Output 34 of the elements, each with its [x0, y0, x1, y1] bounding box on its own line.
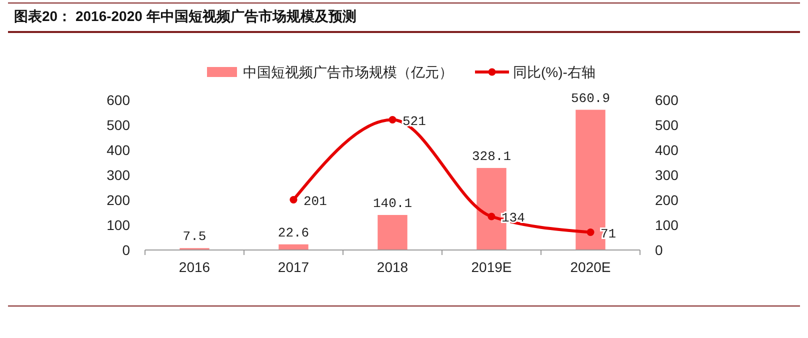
- y-tick-label: 400: [106, 142, 130, 158]
- data-label: 22.6: [278, 225, 310, 240]
- point: [488, 212, 496, 220]
- y2-tick-label: 300: [655, 167, 679, 183]
- point: [388, 116, 396, 124]
- y-tick-label: 500: [106, 117, 130, 133]
- x-tick-label: 2018: [376, 259, 408, 275]
- x-tick-label: 2020E: [570, 259, 611, 275]
- data-label: 7.5: [182, 229, 206, 244]
- y2-tick-label: 100: [655, 217, 679, 233]
- y2-tick-label: 200: [655, 192, 679, 208]
- legend-label: 中国短视频广告市场规模（亿元）: [243, 64, 453, 80]
- point: [586, 228, 594, 236]
- data-label: 521: [402, 114, 426, 129]
- point: [290, 196, 298, 204]
- chart-title: 图表20： 2016-2020 年中国短视频广告市场规模及预测: [14, 8, 356, 24]
- y2-tick-label: 400: [655, 142, 679, 158]
- y-tick-label: 300: [106, 167, 130, 183]
- data-label: 560.9: [570, 90, 610, 106]
- x-tick-label: 2016: [178, 259, 210, 275]
- x-tick-label: 2019E: [471, 259, 512, 275]
- y-tick-label: 0: [122, 242, 130, 258]
- data-label: 201: [304, 194, 328, 209]
- y-tick-label: 200: [106, 192, 130, 208]
- legend-label: 同比(%)-右轴: [513, 64, 596, 80]
- y2-tick-label: 600: [655, 92, 679, 108]
- y2-tick-label: 0: [655, 242, 663, 258]
- data-label: 328.1: [472, 148, 512, 164]
- x-tick-label: 2017: [278, 259, 310, 275]
- y2-tick-label: 500: [655, 117, 679, 133]
- bar: [378, 214, 408, 250]
- y-tick-label: 100: [106, 217, 130, 233]
- data-label: 140.1: [372, 196, 412, 211]
- y-tick-label: 600: [106, 92, 130, 108]
